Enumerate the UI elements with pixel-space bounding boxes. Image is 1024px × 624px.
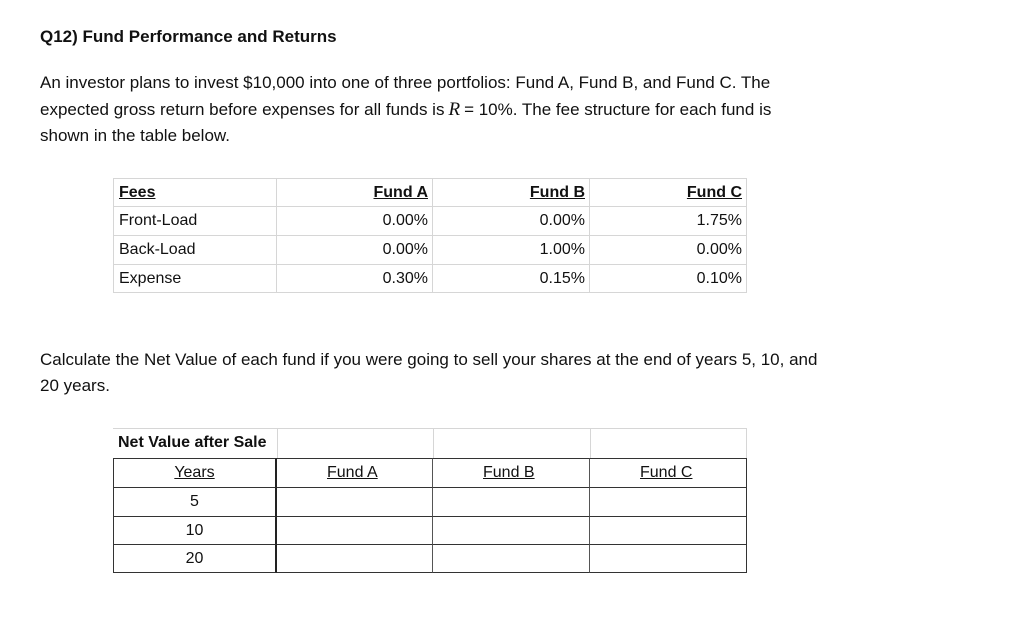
table-cell: 1.00% [432, 235, 590, 265]
table-cell: 0.00% [432, 206, 590, 236]
table-cell [433, 516, 590, 544]
table-cell [590, 516, 747, 544]
intro-line: shown in the table below. [40, 126, 230, 145]
intro-line: An investor plans to invest $10,000 into… [40, 73, 771, 92]
table-cell: 0.30% [276, 264, 433, 293]
table-cell: 0.10% [589, 264, 747, 293]
table-cell: 20 [113, 544, 277, 573]
question-line: 20 years. [40, 376, 110, 395]
caption: Net Value after Sale [118, 434, 267, 451]
table-cell: 10 [113, 516, 277, 544]
intro-text: = 10%. The fee structure for each fund i… [464, 100, 772, 119]
caption-cell [590, 428, 747, 458]
title: Q12) Fund Performance and Returns [40, 27, 337, 46]
table-cell: 1.75% [589, 206, 747, 236]
intro-text: expected gross return before expenses fo… [40, 100, 445, 119]
question-line: Calculate the Net Value of each fund if … [40, 350, 818, 369]
header-cell: Fund B [433, 458, 590, 487]
caption-cell [113, 428, 277, 458]
caption-cell [433, 428, 590, 458]
table-cell [277, 544, 433, 573]
table-cell [590, 544, 747, 573]
caption-cell [277, 428, 433, 458]
intro-line: expected gross return before expenses fo… [40, 99, 771, 121]
table-cell: Front-Load [113, 206, 277, 236]
table-cell [277, 487, 433, 516]
table-cell [433, 487, 590, 516]
header-cell: Fund A [277, 458, 433, 487]
header-cell: Fund A [276, 178, 433, 207]
header-cell: Fund C [589, 178, 747, 207]
header-cell: Fees [113, 178, 277, 207]
table-cell: 0.00% [589, 235, 747, 265]
table-cell: Back-Load [113, 235, 277, 265]
table-cell: 5 [113, 487, 277, 516]
header-cell: Fund C [590, 458, 747, 487]
table-cell [277, 516, 433, 544]
table-cell: 0.00% [276, 235, 433, 265]
table-cell [433, 544, 590, 573]
variable: R [448, 99, 461, 120]
header-cell: Years [113, 458, 277, 487]
table-cell [590, 487, 747, 516]
header-cell: Fund B [432, 178, 590, 207]
table-cell: 0.00% [276, 206, 433, 236]
table-cell: 0.15% [432, 264, 590, 293]
table-cell: Expense [113, 264, 277, 293]
